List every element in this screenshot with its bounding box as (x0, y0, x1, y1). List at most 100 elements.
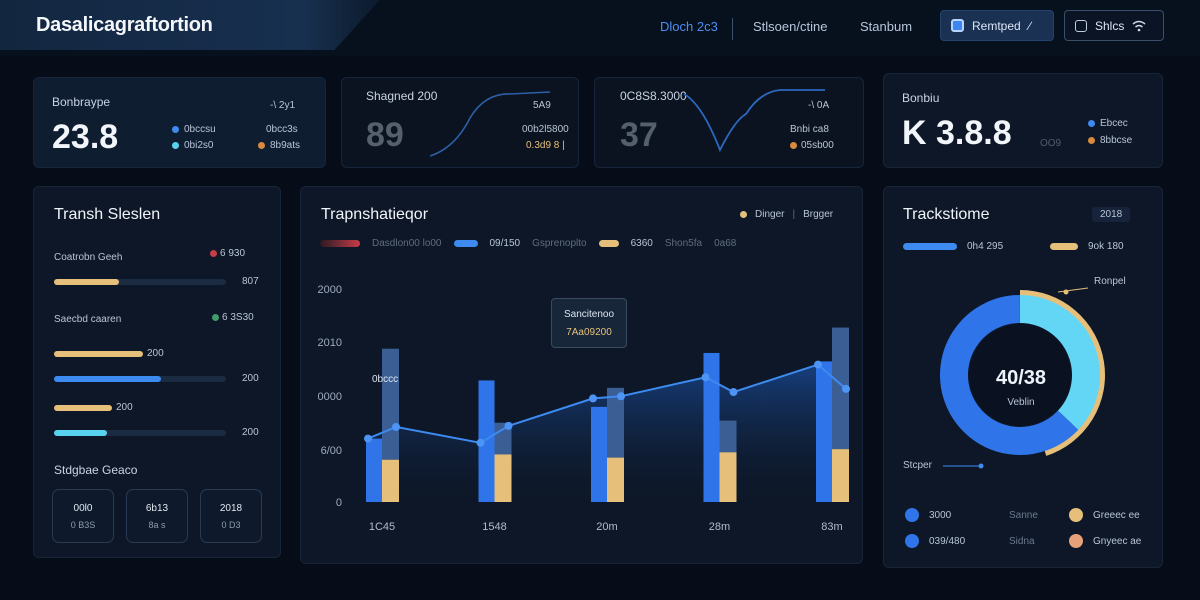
progress-value-6: 200 (242, 427, 259, 438)
nav-link-dashboard[interactable]: Dloch 2c3 (660, 19, 718, 34)
legend-label-3: Gsprenoplto (532, 238, 587, 249)
x-tick-label: 28m (709, 521, 730, 533)
left-row-2-label: Saecbd caaren (54, 314, 122, 325)
mini-card-2[interactable]: 6b13 8a s (126, 489, 188, 543)
line-point (476, 438, 485, 447)
mini-card-3[interactable]: 2018 0 D3 (200, 489, 262, 543)
mini-card-1[interactable]: 00l0 0 B3S (52, 489, 114, 543)
bar-gold (832, 449, 849, 502)
kpi-1-row4: 8b9ats (270, 140, 301, 151)
report-icon (951, 19, 964, 32)
row-dot-blue (905, 508, 919, 522)
status-dot (212, 314, 219, 321)
x-tick-label: 1C45 (369, 521, 395, 533)
brand-plate (0, 0, 380, 50)
kpi-3-legend: 05sb00 (790, 140, 834, 151)
progress-track-1 (54, 279, 226, 285)
donut-center-label: Veblin (1007, 397, 1035, 408)
callout-line-top (1057, 287, 1089, 293)
kpi-3-label: 0C8S8.3000 (620, 89, 687, 103)
right-panel-title: Trackstiome (903, 206, 990, 223)
progress-value-4: 200 (242, 373, 259, 384)
nav-link-stations[interactable]: Stlsoen/ctine (753, 19, 828, 34)
legend-dot (790, 142, 797, 149)
app-title: Dasalicagraftortion (36, 14, 213, 36)
box-icon (1075, 19, 1087, 32)
right-legend-1-label: 0h4 295 (967, 241, 1004, 252)
chart-tooltip: Sancitenoo 7Aa09200 (551, 298, 627, 348)
right-panel-badge[interactable]: 2018 (1092, 207, 1131, 222)
row-dot-orange (1069, 534, 1083, 548)
bar-stack-mid (832, 327, 849, 450)
progress-fill-1 (54, 279, 120, 285)
row-dot-blue (905, 534, 919, 548)
right-row-1-mid: Sanne (1009, 509, 1038, 521)
bar-blue (478, 380, 495, 502)
legend-swatch-blue (903, 243, 957, 250)
right-row-1-right: Greeec ee (1093, 509, 1140, 521)
kpi-1-row1: 0bccsu (184, 124, 216, 135)
chart-top-legend[interactable]: Dinger | Brgger (740, 209, 833, 220)
kpi-4-value: K 3.8.8 (902, 114, 1012, 152)
donut-callout-bottom: Stcper (903, 460, 932, 471)
kpi-3-row1: Bnbi ca8 (790, 124, 829, 135)
legend-label-4: 6360 (630, 238, 653, 249)
right-row-2-mid: Sidna (1009, 535, 1035, 547)
progress-fill-3 (54, 351, 144, 357)
kpi-card-4[interactable] (883, 73, 1163, 168)
legend-dot (740, 211, 747, 218)
kpi-3-sparkline (683, 89, 825, 153)
progress-track-5 (54, 405, 226, 411)
left-row-1-value: 6 930 (210, 248, 245, 259)
donut-hole (969, 324, 1071, 426)
progress-value-1: 807 (242, 276, 259, 287)
bar-stack-mid (382, 348, 399, 460)
report-button[interactable]: Remtped ∕ (940, 10, 1054, 41)
right-legend-2-label: 9ok 180 (1088, 241, 1124, 252)
right-row-1: 3000 Sanne Greeec ee (905, 508, 1145, 522)
right-row-2-right: Gnyeec ae (1093, 535, 1142, 547)
bar-gold (719, 452, 737, 502)
chart-top-legend-b: Brgger (803, 209, 834, 220)
chart-plot: 0 6/00 0000 2010 2000 1C45 1548 20m 28m 83m (318, 284, 850, 533)
left-panel-title: Transh Sleslen (54, 206, 161, 223)
settings-button-label: Shlcs (1095, 18, 1125, 33)
donut-callout-top: Ronpel (1094, 276, 1126, 287)
kpi-1-label: Bonbraype (52, 95, 111, 109)
progress-track-4 (54, 376, 226, 382)
kpi-1-legend-b: 0bi2s0 (172, 140, 213, 151)
right-row-1-value: 3000 (929, 509, 952, 521)
nav-link-stanbum[interactable]: Stanbum (860, 19, 913, 34)
legend-label-1: Dasdlon00 lo00 (372, 238, 442, 249)
y-tick-label: 6/00 (321, 445, 342, 457)
kpi-4-legend-b: 8bbcse (1088, 135, 1132, 146)
kpi-4-suffix: OO9 (1040, 138, 1062, 149)
bar-stack-mid (607, 387, 624, 458)
mini-card-2-value: 6b13 (145, 502, 169, 514)
kpi-card-3[interactable] (594, 77, 864, 168)
line-point (701, 373, 710, 382)
report-button-label: Remtped (972, 18, 1021, 33)
legend-dot (172, 142, 179, 149)
donut-slice-cyan (1019, 295, 1100, 430)
series-line (367, 363, 847, 444)
bar-blue (591, 406, 607, 502)
edit-icon: ∕ (1028, 18, 1031, 33)
kpi-2-row1: 00b2l5800 (522, 124, 569, 135)
nav-divider (732, 18, 733, 40)
progress-track-3 (54, 351, 226, 357)
legend-label-5: Shon5fa (664, 238, 703, 249)
line-point (364, 434, 372, 443)
kpi-card-1[interactable] (33, 77, 326, 168)
wifi-icon (1132, 20, 1146, 31)
kpi-1-legend-c: 8b9ats (258, 140, 300, 151)
bar-blue (703, 352, 720, 502)
legend-label-2: 09/150 (489, 238, 521, 249)
callout-dot-bottom (978, 463, 984, 469)
left-row-1-label: Coatrobn Geeh (54, 252, 123, 263)
progress-value-3: 200 (147, 348, 164, 359)
donut-center-value: 40/38 (995, 367, 1047, 389)
left-row-2-value: 6 3S30 (212, 312, 254, 323)
tooltip-title: Sancitenoo (563, 308, 615, 320)
settings-button[interactable]: Shlcs (1064, 10, 1164, 41)
